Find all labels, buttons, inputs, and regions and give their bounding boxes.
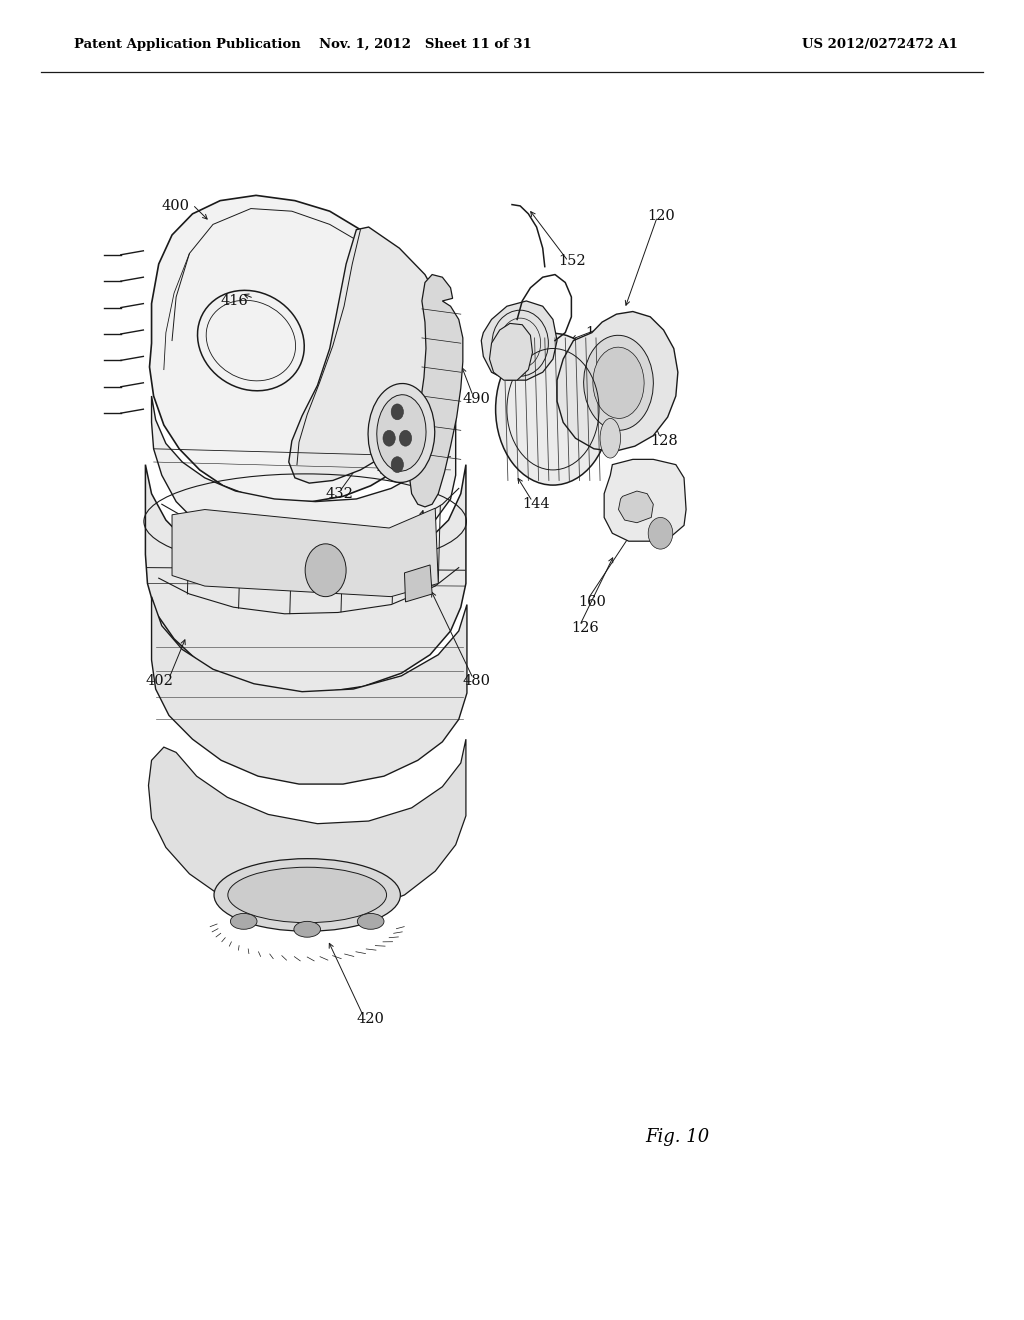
Text: 418: 418 [346,289,374,302]
Text: 402: 402 [145,675,173,688]
Circle shape [648,517,673,549]
Polygon shape [404,565,432,602]
Text: 480: 480 [463,675,490,688]
Ellipse shape [227,867,387,923]
Ellipse shape [214,858,400,932]
Ellipse shape [377,395,426,471]
Polygon shape [145,465,466,693]
Ellipse shape [600,418,621,458]
Polygon shape [481,301,557,380]
Polygon shape [150,195,445,502]
Text: 420: 420 [356,1012,384,1026]
Text: 492: 492 [377,421,404,434]
Text: 142: 142 [606,395,634,408]
Polygon shape [604,459,686,541]
Text: 158: 158 [397,564,425,577]
Polygon shape [489,323,532,380]
Ellipse shape [294,921,321,937]
Ellipse shape [496,334,610,486]
Text: 144: 144 [522,498,550,511]
Ellipse shape [357,913,384,929]
Text: 416: 416 [220,294,248,308]
Circle shape [383,430,395,446]
Circle shape [391,457,403,473]
Text: 128: 128 [650,434,678,447]
Text: US 2012/0272472 A1: US 2012/0272472 A1 [802,38,957,50]
Text: 152: 152 [558,255,586,268]
Ellipse shape [230,913,257,929]
Text: 126: 126 [571,622,599,635]
Polygon shape [172,508,438,597]
Text: 490: 490 [463,392,490,405]
Ellipse shape [593,347,644,418]
Text: 438: 438 [377,463,404,477]
Polygon shape [289,227,446,483]
Text: Fig. 10: Fig. 10 [645,1127,710,1146]
Circle shape [399,430,412,446]
Text: 160: 160 [579,595,606,609]
Polygon shape [152,396,456,562]
Polygon shape [148,739,466,917]
Text: 140: 140 [586,326,613,339]
Circle shape [305,544,346,597]
Ellipse shape [368,384,435,482]
Text: Patent Application Publication: Patent Application Publication [74,38,300,50]
Polygon shape [410,275,463,507]
Ellipse shape [584,335,653,430]
Text: Nov. 1, 2012   Sheet 11 of 31: Nov. 1, 2012 Sheet 11 of 31 [318,38,531,50]
Text: 432: 432 [326,487,353,500]
Text: 120: 120 [647,210,675,223]
Polygon shape [152,597,467,784]
Text: 400: 400 [162,199,189,213]
Polygon shape [618,491,653,523]
Circle shape [391,404,403,420]
Polygon shape [557,312,678,451]
